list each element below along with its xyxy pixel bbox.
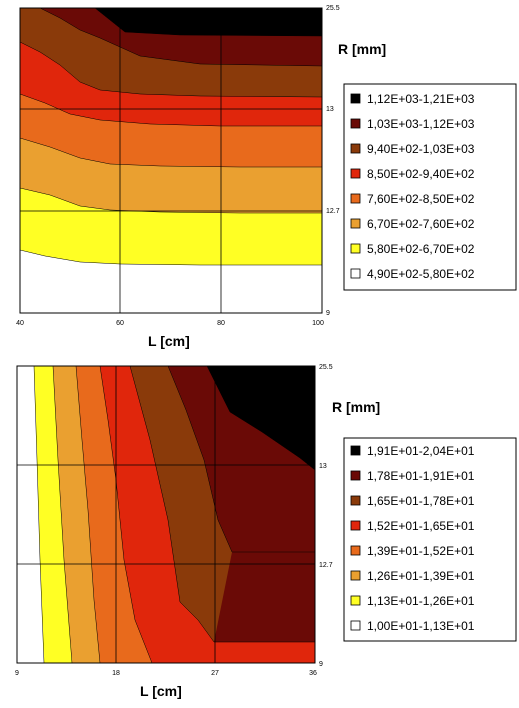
chart-2-x-tick: 36 xyxy=(309,670,317,677)
chart-1-legend-label: 9,40E+02-1,03E+03 xyxy=(367,142,475,156)
chart-1-legend-swatch xyxy=(350,143,361,154)
chart-1-legend-label: 1,12E+03-1,21E+03 xyxy=(367,92,475,106)
chart-2-plot-area xyxy=(16,365,316,664)
chart-1-y-tick: 9 xyxy=(326,310,330,317)
chart-2-grid xyxy=(17,366,315,663)
chart-1-x-tick: 100 xyxy=(312,320,324,327)
chart-2-x-tick: 18 xyxy=(112,670,120,677)
chart-1-legend-swatch xyxy=(350,218,361,229)
chart-2-x-tick: 9 xyxy=(15,670,19,677)
chart-2-y-tick: 13 xyxy=(319,463,327,470)
chart-1-legend-swatch xyxy=(350,93,361,104)
chart-2-legend-swatch xyxy=(350,595,361,606)
chart-1-x-tick: 40 xyxy=(16,320,24,327)
chart-1-legend-swatch xyxy=(350,268,361,279)
chart-2-legend-label: 1,91E+01-2,04E+01 xyxy=(367,444,475,458)
chart-2-legend-label: 1,13E+01-1,26E+01 xyxy=(367,594,475,608)
chart-2-x-tick: 27 xyxy=(211,670,219,677)
chart-1-x-tick: 80 xyxy=(217,320,225,327)
chart-2-legend-label: 1,65E+01-1,78E+01 xyxy=(367,494,475,508)
chart-2: 9 18 27 36 9 12.7 13 25.5 L [cm] R [mm] … xyxy=(15,364,517,699)
chart-1-y-tick: 13 xyxy=(326,106,334,113)
chart-2-legend-label: 1,52E+01-1,65E+01 xyxy=(367,519,475,533)
chart-1-plot-area xyxy=(19,7,323,314)
chart-2-band-1 xyxy=(207,366,315,470)
chart-2-y-tick: 25.5 xyxy=(319,364,333,371)
chart-1-legend-swatch xyxy=(350,243,361,254)
chart-1-legend-label: 7,60E+02-8,50E+02 xyxy=(367,192,475,206)
chart-1-grid xyxy=(20,8,322,313)
chart-1-legend-label: 8,50E+02-9,40E+02 xyxy=(367,167,475,181)
chart-2-x-axis-title: L [cm] xyxy=(140,683,182,699)
chart-1-band-8 xyxy=(20,250,322,313)
chart-2-legend-label: 1,26E+01-1,39E+01 xyxy=(367,569,475,583)
chart-2-y-axis-title: R [mm] xyxy=(332,399,380,415)
chart-1-y-axis-title: R [mm] xyxy=(338,41,386,57)
chart-1-legend-label: 1,03E+03-1,12E+03 xyxy=(367,117,475,131)
chart-2-y-tick: 12.7 xyxy=(319,562,333,569)
chart-2-legend-label: 1,00E+01-1,13E+01 xyxy=(367,619,475,633)
chart-1-legend-label: 4,90E+02-5,80E+02 xyxy=(367,267,475,281)
chart-2-legend-swatch xyxy=(350,495,361,506)
chart-2-y-tick: 9 xyxy=(319,661,323,668)
chart-1-x-axis-title: L [cm] xyxy=(148,333,190,349)
chart-1-legend-swatch xyxy=(350,193,361,204)
chart-2-legend-swatch xyxy=(350,570,361,581)
chart-1-legend-swatch xyxy=(350,168,361,179)
chart-1: 40 60 80 100 9 12.7 13 25.5 L [cm] R [mm… xyxy=(16,5,517,349)
chart-2-legend-swatch xyxy=(350,470,361,481)
chart-2-legend-swatch xyxy=(350,445,361,456)
chart-1-x-tick: 60 xyxy=(116,320,124,327)
chart-1-y-tick: 25.5 xyxy=(326,5,340,12)
chart-1-y-tick: 12.7 xyxy=(326,208,340,215)
chart-2-legend-label: 1,39E+01-1,52E+01 xyxy=(367,544,475,558)
chart-2-legend-swatch xyxy=(350,545,361,556)
chart-2-legend-label: 1,78E+01-1,91E+01 xyxy=(367,469,475,483)
chart-1-legend-label: 5,80E+02-6,70E+02 xyxy=(367,242,475,256)
chart-2-legend: 1,91E+01-2,04E+01 1,78E+01-1,91E+01 1,65… xyxy=(343,437,517,642)
chart-1-legend-swatch xyxy=(350,118,361,129)
chart-2-legend-swatch xyxy=(350,520,361,531)
chart-2-legend-swatch xyxy=(350,620,361,631)
chart-1-legend: 1,12E+03-1,21E+03 1,03E+03-1,12E+03 9,40… xyxy=(343,83,517,291)
chart-1-legend-label: 6,70E+02-7,60E+02 xyxy=(367,217,475,231)
